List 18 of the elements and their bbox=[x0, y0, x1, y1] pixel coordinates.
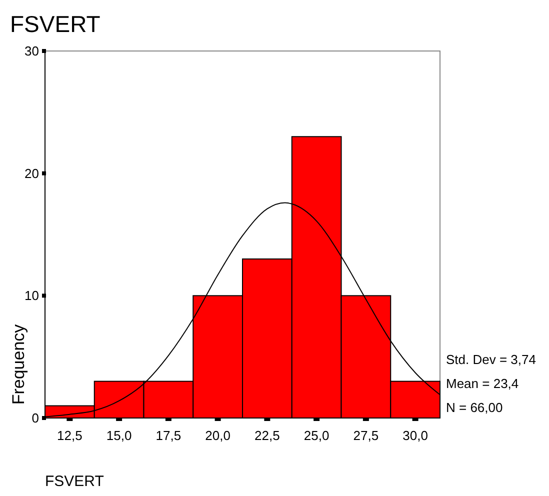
x-axis-title: FSVERT bbox=[45, 473, 104, 490]
x-tick-label: 20,0 bbox=[205, 428, 230, 443]
y-axis-title: Frequency bbox=[9, 324, 28, 405]
x-tick-label: 15,0 bbox=[106, 428, 132, 443]
x-tick-label: 22,5 bbox=[254, 428, 280, 443]
x-tick-label: 17,5 bbox=[156, 428, 182, 443]
x-tick-label: 30,0 bbox=[402, 428, 428, 443]
x-tick-label: 27,5 bbox=[353, 428, 379, 443]
y-tick-label: 0 bbox=[32, 410, 39, 426]
x-tick-label: 25,0 bbox=[304, 428, 330, 443]
chart-title: FSVERT bbox=[10, 11, 100, 37]
text: Std. Dev = 3,74 bbox=[446, 352, 536, 367]
x-tick-label: 12,5 bbox=[57, 428, 82, 443]
y-tick-label: 30 bbox=[24, 44, 39, 59]
text: N = 66,00 bbox=[446, 400, 503, 415]
text: Mean = 23,4 bbox=[446, 376, 519, 391]
y-tick-label: 20 bbox=[24, 166, 39, 181]
y-tick-label: 10 bbox=[24, 288, 39, 304]
